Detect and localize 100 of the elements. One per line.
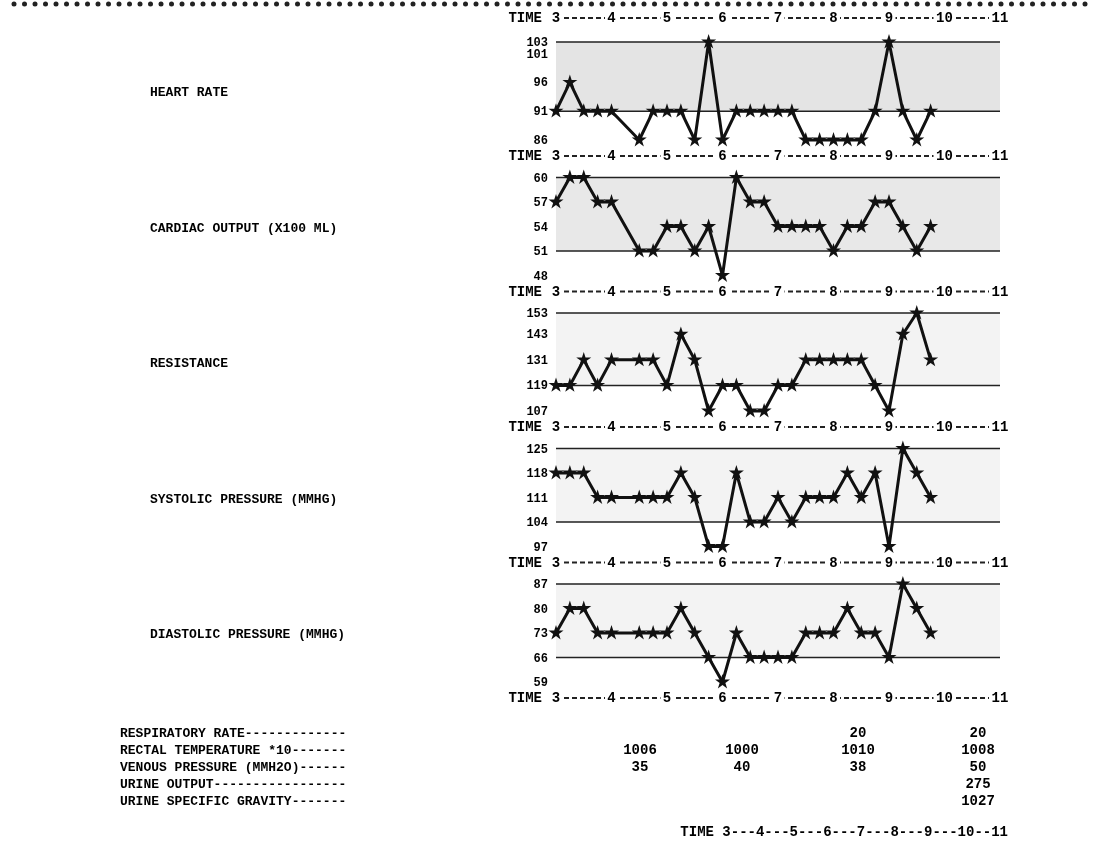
text: 1010 [841, 742, 875, 758]
point [603, 625, 620, 640]
x2-tick-label: 3 [551, 10, 561, 26]
point [562, 600, 578, 615]
y-axis-title: RESISTANCE [150, 356, 229, 371]
point [812, 625, 828, 640]
point [701, 649, 717, 664]
y-tick-label: 87 [533, 578, 548, 592]
x-tick-label: 6 [718, 148, 727, 164]
point [714, 538, 731, 553]
x-tick-label: 10 [936, 148, 953, 164]
point [631, 489, 647, 504]
x-tick-label: 5 [662, 148, 672, 164]
category-label: URINE OUTPUT----------------- [120, 777, 347, 792]
point [645, 625, 661, 640]
text: 1027 [961, 793, 995, 809]
point [825, 243, 842, 258]
point [756, 514, 772, 529]
point [839, 351, 855, 367]
point [603, 351, 620, 367]
point [923, 489, 939, 504]
text: 35 [631, 759, 649, 775]
point [839, 132, 855, 147]
x-tick-label: 11 [991, 419, 1009, 435]
point [770, 489, 786, 504]
x-tick-label: 8 [829, 690, 838, 706]
x-tick-label: 7 [773, 419, 783, 435]
text: 38 [849, 759, 867, 775]
x2-axis-title: TIME [508, 10, 542, 26]
y-tick-label: 51 [533, 245, 548, 259]
text: 1000 [725, 742, 759, 758]
y-tick-label: 153 [526, 307, 548, 321]
point [909, 243, 925, 258]
x-axis-title: TIME [508, 148, 542, 164]
point [742, 649, 758, 664]
x-tick-label: 9 [884, 148, 894, 164]
y-tick-label: 57 [533, 196, 548, 210]
text: 1008 [961, 742, 995, 758]
x-tick-label: 4 [607, 283, 616, 300]
point [909, 305, 925, 320]
y-tick-label: 111 [526, 491, 548, 506]
point [576, 600, 592, 615]
y-axis-title: CARDIAC OUTPUT (X100 ML) [150, 220, 338, 236]
point [756, 649, 772, 664]
point [728, 625, 744, 640]
point [867, 465, 883, 480]
point [631, 132, 647, 147]
x-tick-label: 10 [936, 283, 953, 300]
point [645, 351, 661, 367]
point [839, 218, 855, 233]
point [701, 403, 717, 418]
y-tick-label: 48 [533, 269, 548, 284]
point [784, 103, 800, 118]
text: 1006 [623, 742, 657, 758]
x-tick-label: 6 [718, 283, 727, 300]
y-tick-label: 96 [533, 76, 548, 91]
x-tick-label: 3 [551, 419, 561, 435]
x-tick-label: 5 [662, 554, 672, 571]
point [645, 243, 661, 258]
point [659, 377, 675, 392]
point [701, 218, 717, 233]
category-label: URINE SPECIFIC GRAVITY------- [120, 794, 347, 809]
point [798, 218, 814, 233]
x-tick-label: 3 [551, 554, 561, 571]
point [798, 625, 814, 640]
x2-tick-label: 8 [829, 10, 838, 26]
y-tick-label: 80 [533, 602, 548, 617]
point [756, 194, 772, 209]
x-tick-label: 8 [829, 419, 838, 435]
point [714, 132, 731, 147]
point [895, 218, 911, 233]
x-tick-label: 4 [607, 419, 616, 435]
point [687, 489, 703, 504]
x-tick-label: 4 [607, 148, 616, 164]
point [923, 625, 939, 640]
point [853, 218, 869, 233]
point [895, 440, 911, 455]
category-label: VENOUS PRESSURE (MMH2O)------ [120, 760, 347, 775]
x-tick-label: 10 [936, 690, 953, 706]
point [590, 103, 606, 118]
x2-tick-label: 5 [662, 10, 672, 26]
point [687, 243, 703, 258]
x-tick-label: 7 [773, 690, 783, 706]
x-tick-label: 5 [662, 283, 672, 300]
point [784, 649, 800, 664]
y-tick-label: 66 [533, 651, 548, 666]
y-tick-label: 97 [533, 540, 548, 555]
x-tick-label: 9 [884, 690, 894, 706]
x2-tick-label: 10 [936, 10, 953, 26]
x-tick-label: 11 [991, 554, 1009, 571]
point [853, 132, 869, 147]
y-tick-label: 101 [526, 47, 548, 62]
x-axis-title: TIME [508, 283, 542, 300]
point [590, 489, 606, 504]
point [825, 132, 842, 147]
x-tick-label: 3 [551, 690, 561, 706]
point [687, 625, 703, 640]
point [798, 351, 814, 367]
x-tick-label: 9 [884, 554, 894, 571]
point [784, 218, 800, 233]
